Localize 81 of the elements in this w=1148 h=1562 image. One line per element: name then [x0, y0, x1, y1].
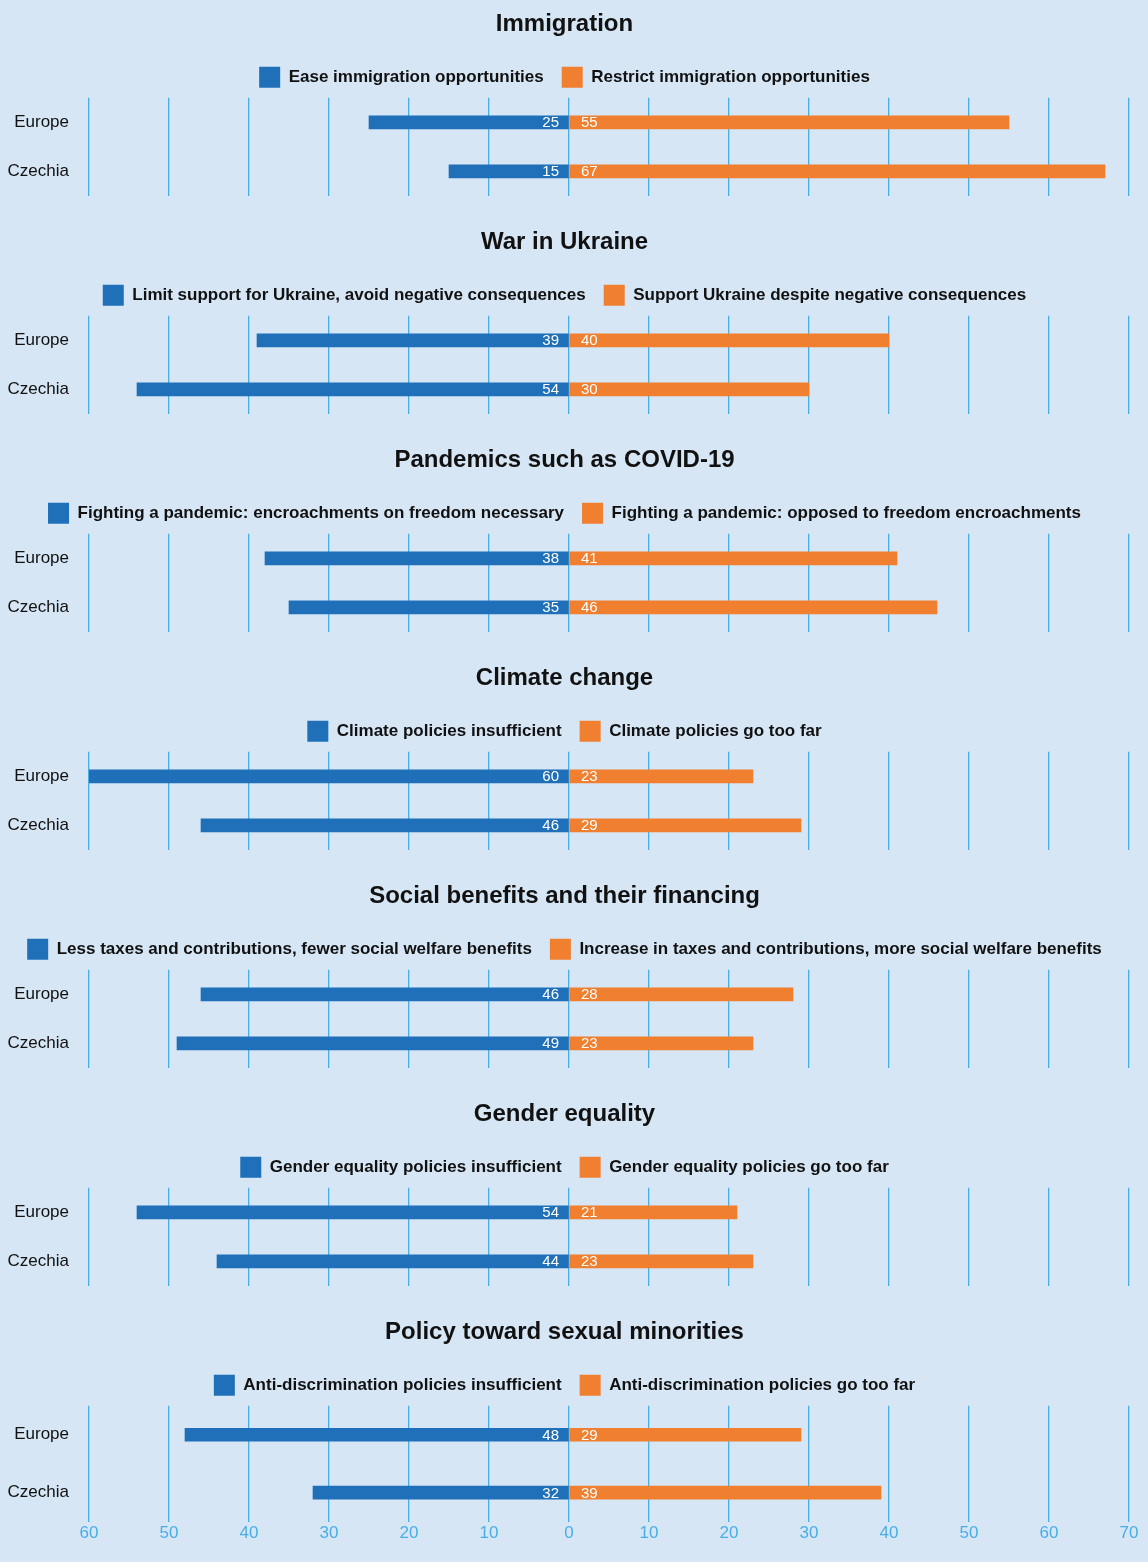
data-label: 40 [581, 331, 598, 349]
bar [312, 1485, 569, 1500]
data-label: 15 [542, 162, 559, 180]
legend-label: Fighting a pandemic: encroachments on freedom necessary [77, 502, 565, 522]
data-label: 29 [581, 1425, 598, 1443]
data-label: 46 [542, 985, 559, 1003]
legend-label: Limit support for Ukraine, avoid negative consequences [132, 284, 586, 304]
x-tick-label: 60 [1039, 1523, 1059, 1543]
data-label: 46 [542, 816, 559, 834]
data-label: 38 [542, 549, 559, 567]
bar [569, 1485, 882, 1500]
chart-title: Gender equality [473, 1099, 656, 1127]
x-tick-label: 30 [319, 1523, 339, 1543]
x-tick-label: 50 [159, 1523, 179, 1543]
x-tick-label: 40 [239, 1523, 259, 1543]
legend-label: Gender equality policies insufficient [269, 1156, 562, 1176]
data-label: 30 [581, 380, 598, 398]
chart-title: War in Ukraine [480, 227, 649, 255]
legend-label: Increase in taxes and contributions, more social welfare benefits [579, 938, 1102, 958]
x-tick-label: 10 [639, 1523, 659, 1543]
data-label: 23 [581, 1252, 598, 1270]
data-label: 54 [542, 1203, 559, 1221]
x-tick-label: 20 [399, 1523, 419, 1543]
y-tick-label: Czechia [7, 596, 70, 616]
data-label: 28 [581, 985, 598, 1003]
legend-label: Restrict immigration opportunities [591, 66, 870, 86]
data-label: 44 [542, 1252, 559, 1270]
x-tick-label: 70 [1119, 1523, 1139, 1543]
y-tick-label: Europe [14, 1424, 69, 1444]
legend-label: Climate policies insufficient [336, 720, 562, 740]
y-tick-label: Europe [14, 547, 69, 567]
data-label: 35 [542, 598, 559, 616]
data-label: 41 [581, 549, 598, 567]
x-tick-label: 30 [799, 1523, 819, 1543]
legend-label: Less taxes and contributions, fewer social welfare benefits [56, 938, 532, 958]
data-label: 23 [581, 1034, 598, 1052]
y-tick-label: Europe [14, 1201, 69, 1221]
data-label: 39 [542, 331, 559, 349]
x-tick-label: 40 [879, 1523, 899, 1543]
y-tick-label: Czechia [7, 814, 70, 834]
data-label: 67 [581, 162, 598, 180]
y-tick-label: Europe [14, 765, 69, 785]
x-tick-label: 0 [564, 1523, 574, 1543]
x-tick-label: 20 [719, 1523, 739, 1543]
data-label: 32 [542, 1483, 559, 1501]
legend-label: Gender equality policies go too far [609, 1156, 890, 1176]
data-label: 48 [542, 1425, 559, 1443]
x-tick-label: 10 [479, 1523, 499, 1543]
chart-title: Social benefits and their financing [369, 881, 760, 909]
legend-label: Anti-discrimination policies insufficient [243, 1374, 562, 1394]
chart-title: Climate change [475, 663, 654, 691]
data-label: 21 [581, 1203, 598, 1221]
y-tick-label: Czechia [7, 160, 70, 180]
data-label: 23 [581, 767, 598, 785]
y-tick-label: Czechia [7, 1250, 70, 1270]
y-tick-label: Czechia [7, 1482, 70, 1502]
legend-label: Fighting a pandemic: opposed to freedom encroachments [611, 502, 1081, 522]
y-tick-label: Czechia [7, 378, 70, 398]
y-tick-label: Europe [14, 111, 69, 131]
data-label: 46 [581, 598, 598, 616]
data-label: 54 [542, 380, 559, 398]
y-tick-label: Czechia [7, 1032, 70, 1052]
bar [569, 1427, 802, 1442]
x-tick-label: 50 [959, 1523, 979, 1543]
y-tick-label: Europe [14, 329, 69, 349]
chart-title: Pandemics such as COVID-19 [394, 445, 735, 473]
data-label: 29 [581, 816, 598, 834]
data-label: 49 [542, 1034, 559, 1052]
data-label: 25 [542, 113, 559, 131]
data-label: 39 [581, 1483, 598, 1501]
legend-label: Ease immigration opportunities [288, 66, 544, 86]
x-tick-label: 60 [79, 1523, 99, 1543]
legend-label: Anti-discrimination policies go too far [609, 1374, 916, 1394]
chart-title: Policy toward sexual minorities [385, 1317, 744, 1345]
chart-title: Immigration [495, 9, 634, 37]
legend-label: Support Ukraine despite negative consequences [633, 284, 1027, 304]
data-label: 60 [542, 767, 559, 785]
bar [184, 1427, 569, 1442]
y-tick-label: Europe [14, 983, 69, 1003]
data-label: 55 [581, 113, 598, 131]
legend-label: Climate policies go too far [609, 720, 823, 740]
